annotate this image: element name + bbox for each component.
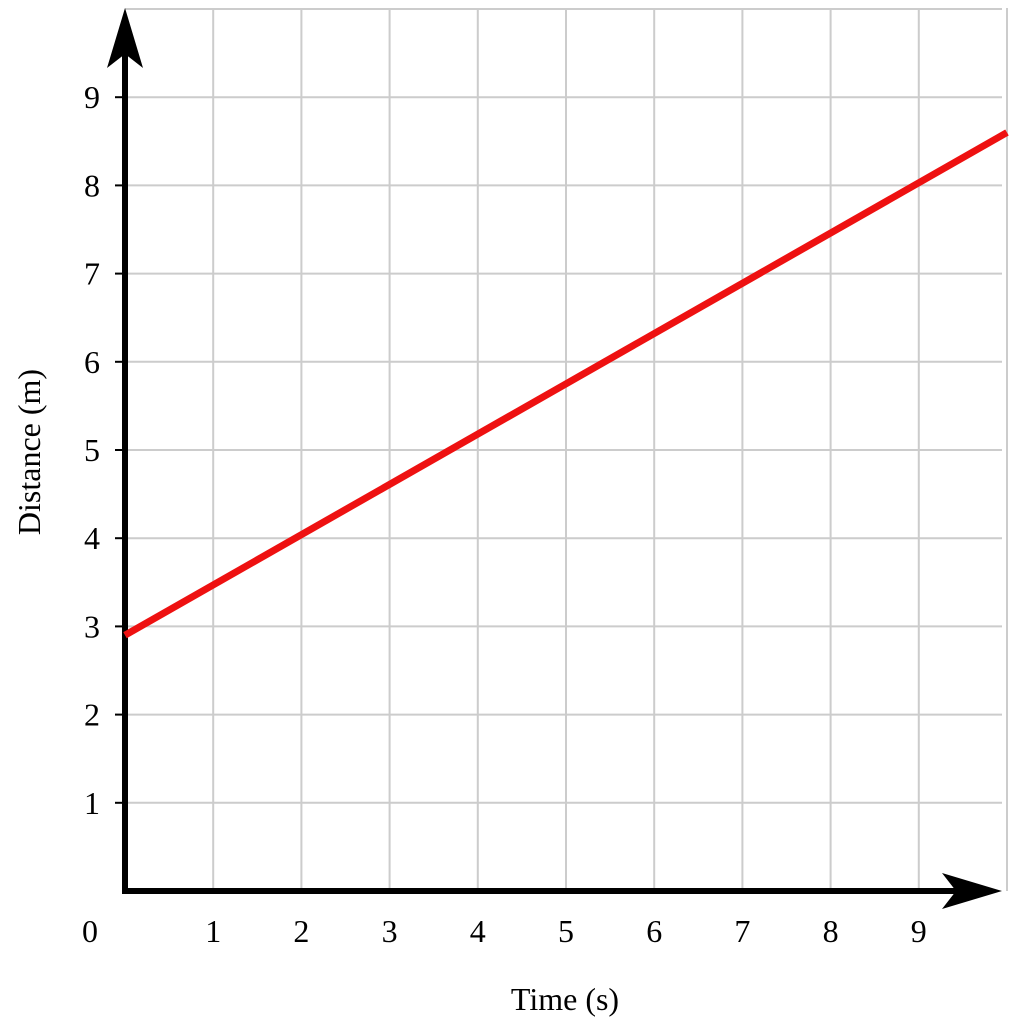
- y-tick-label: 9: [84, 79, 100, 115]
- origin-label: 0: [82, 913, 98, 949]
- x-tick-label: 8: [823, 913, 839, 949]
- data-series-line: [123, 129, 1009, 639]
- x-tick-label: 9: [911, 913, 927, 949]
- y-tick-label: 4: [84, 520, 100, 556]
- y-tick-label: 8: [84, 167, 100, 203]
- x-tick-label: 1: [205, 913, 221, 949]
- data-lines: [123, 129, 1009, 639]
- x-tick-label: 6: [646, 913, 662, 949]
- y-tick-label: 2: [84, 697, 100, 733]
- x-tick-label: 3: [382, 913, 398, 949]
- y-tick-label: 6: [84, 344, 100, 380]
- y-tick-label: 1: [84, 785, 100, 821]
- x-axis-title: Time (s): [511, 981, 619, 1017]
- y-tick-label: 7: [84, 256, 100, 292]
- tick-labels: 1 2 3 4 5 6 7 8 9 1 2 3 4 5 6 7 8 9 0: [82, 79, 927, 949]
- x-tick-label: 4: [470, 913, 486, 949]
- y-tick-label: 5: [84, 432, 100, 468]
- x-tick-label: 7: [734, 913, 750, 949]
- grid: [125, 8, 1008, 891]
- x-tick-label: 5: [558, 913, 574, 949]
- x-axis-arrowhead: [942, 873, 1002, 909]
- y-axis-title: Distance (m): [11, 369, 47, 535]
- axes: [107, 8, 1002, 909]
- y-axis-arrowhead: [107, 8, 143, 68]
- y-tick-label: 3: [84, 608, 100, 644]
- x-tick-label: 2: [293, 913, 309, 949]
